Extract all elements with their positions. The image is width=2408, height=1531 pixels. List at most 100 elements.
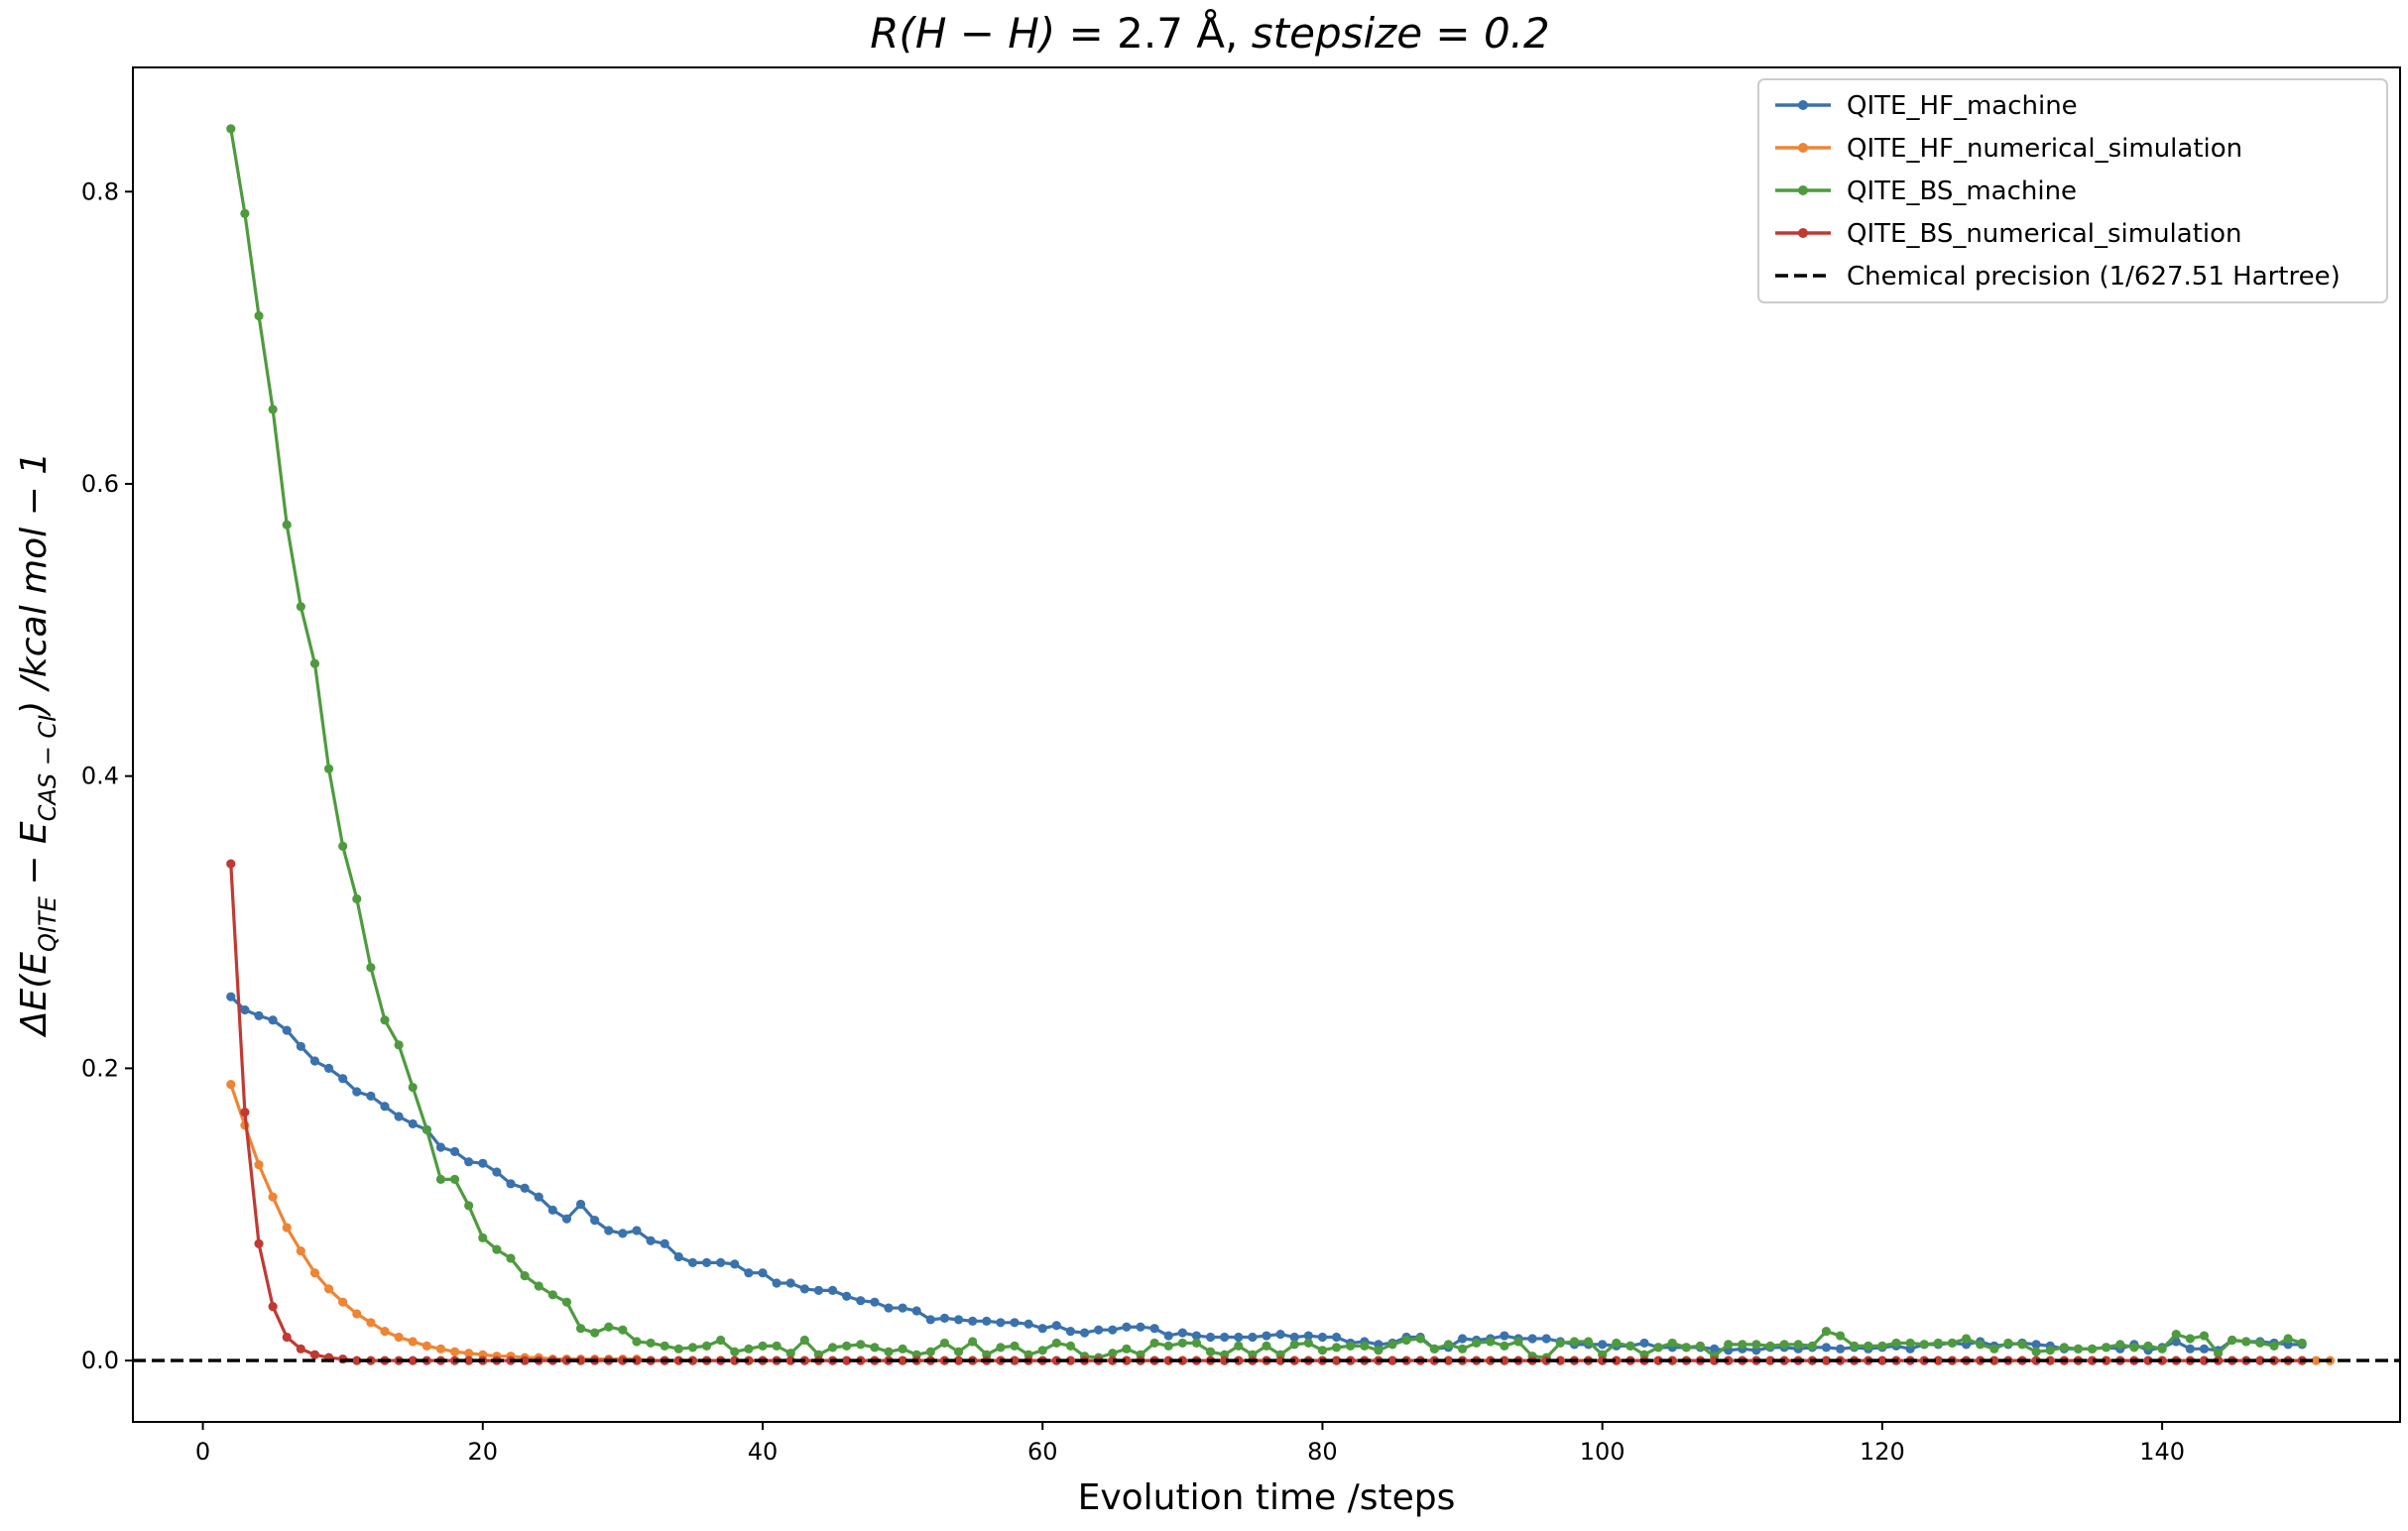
legend-label: QITE_BS_machine (1847, 177, 2077, 206)
legend-entry: QITE_HF_numerical_simulation (1775, 134, 2242, 164)
data-point (2241, 1337, 2251, 1347)
data-point (268, 1015, 278, 1025)
legend-entry: QITE_BS_numerical_simulation (1775, 219, 2242, 249)
data-point (968, 1337, 978, 1347)
data-point (1667, 1355, 1677, 1365)
data-point (898, 1303, 907, 1313)
data-point (925, 1347, 935, 1356)
data-point (408, 1355, 418, 1365)
data-point (1051, 1338, 1061, 1349)
data-point (2185, 1344, 2195, 1354)
data-point (632, 1337, 642, 1347)
data-point (687, 1257, 698, 1267)
data-point (449, 1146, 460, 1156)
axes-frame (132, 66, 2401, 1423)
data-point (1457, 1344, 1468, 1354)
data-point (520, 1271, 530, 1281)
data-point (338, 841, 348, 852)
data-point (2171, 1329, 2181, 1340)
data-point (1331, 1332, 1342, 1343)
data-point (842, 1341, 852, 1351)
legend-label: QITE_HF_machine (1847, 91, 2078, 121)
chart-title: R(H − H) = 2.7 Å, stepsize = 0.2 (870, 8, 1550, 58)
data-point (1513, 1337, 1523, 1347)
data-point (1835, 1344, 1846, 1354)
data-point (338, 1074, 348, 1084)
data-point (2143, 1355, 2153, 1365)
data-point (1681, 1343, 1691, 1353)
data-point (1933, 1338, 1943, 1349)
data-point (1919, 1340, 1929, 1350)
data-point (772, 1341, 782, 1351)
data-point (366, 1091, 376, 1101)
data-point (561, 1214, 572, 1224)
data-point (968, 1316, 978, 1326)
plot-area (133, 124, 2400, 1365)
data-point (1877, 1355, 1887, 1365)
data-point (1598, 1355, 1608, 1365)
data-point (1317, 1346, 1328, 1355)
data-point (2255, 1355, 2265, 1365)
data-point (1961, 1334, 1972, 1344)
data-point (449, 1347, 460, 1356)
data-point (1569, 1337, 1580, 1347)
data-point (660, 1341, 669, 1351)
data-point (575, 1199, 586, 1210)
data-point (1989, 1344, 1999, 1354)
data-point (813, 1285, 824, 1295)
data-point (1191, 1338, 1202, 1349)
data-point (1500, 1341, 1509, 1351)
data-point (464, 1157, 474, 1167)
x-tick-label: 60 (1027, 1438, 1058, 1466)
data-point (730, 1259, 740, 1269)
data-point (2213, 1349, 2224, 1358)
x-tick-label: 40 (748, 1438, 779, 1466)
data-point (534, 1281, 543, 1291)
data-point (1275, 1355, 1285, 1365)
data-point (1583, 1337, 1594, 1347)
legend: QITE_HF_machine QITE_HF_numerical_simulat… (1757, 78, 2388, 303)
data-point (254, 1160, 264, 1170)
data-point (1387, 1355, 1397, 1365)
data-point (856, 1340, 866, 1350)
data-point (408, 1119, 418, 1128)
data-point (758, 1341, 768, 1351)
data-point (1051, 1321, 1061, 1331)
data-point (1037, 1346, 1047, 1355)
data-point (2297, 1338, 2307, 1349)
data-point (1821, 1327, 1832, 1337)
data-point (744, 1268, 754, 1278)
data-point (2171, 1337, 2181, 1347)
data-point (673, 1251, 683, 1262)
data-point (925, 1315, 935, 1325)
data-point (268, 1301, 278, 1312)
data-point (604, 1226, 614, 1236)
y-tick-label: 0.2 (81, 1054, 119, 1082)
data-point (309, 1056, 320, 1066)
data-point (2087, 1344, 2098, 1354)
data-point (2199, 1344, 2210, 1354)
y-tick-label: 0.4 (81, 763, 119, 790)
data-point (296, 1245, 305, 1256)
data-point (1108, 1349, 1118, 1358)
data-point (421, 1341, 431, 1351)
legend-marker (1798, 143, 1808, 153)
data-point (687, 1343, 698, 1353)
y-tick-label: 0.8 (81, 177, 119, 205)
x-tick-label: 140 (2139, 1438, 2185, 1466)
data-point (1191, 1331, 1202, 1341)
data-point (1429, 1344, 1439, 1354)
data-point (884, 1303, 894, 1313)
data-point (1472, 1338, 1482, 1349)
data-point (1205, 1332, 1216, 1343)
data-point (520, 1183, 530, 1193)
data-point (408, 1082, 418, 1093)
data-point (296, 1041, 305, 1051)
data-point (1122, 1355, 1132, 1365)
data-point (1793, 1340, 1803, 1350)
data-point (1500, 1355, 1509, 1365)
data-point (492, 1167, 502, 1177)
data-point (1108, 1325, 1118, 1335)
data-point (435, 1142, 446, 1152)
data-point (2102, 1355, 2111, 1365)
